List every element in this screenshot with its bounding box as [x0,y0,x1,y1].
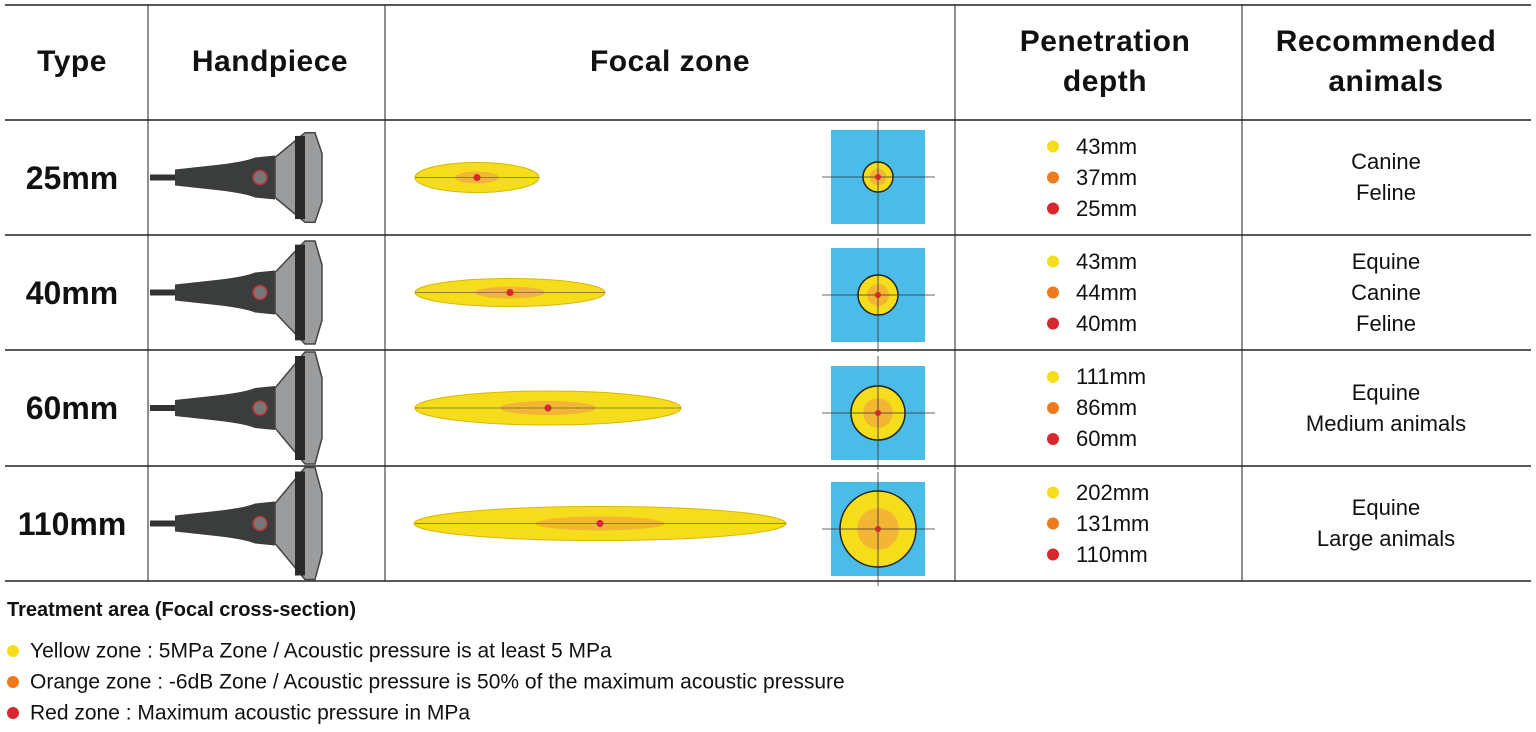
column-header: Type [37,45,107,78]
depth-dot [1047,371,1059,383]
depth-dot [1047,286,1059,299]
depth-value: 60mm [1076,426,1138,451]
cross-red [875,292,881,298]
depth-value: 131mm [1076,510,1150,536]
legend-item: Yellow zone : 5MPa Zone / Acoustic press… [30,639,612,663]
type-cell: 60mm [25,390,119,426]
handpiece-ring [295,135,305,220]
depth-value: 111mm [1076,364,1147,389]
animal: Large animals [1316,526,1456,551]
cross-red [875,410,881,416]
depth-dot [1047,517,1059,530]
depth-dot [1047,255,1059,268]
depth-value: 43mm [1076,248,1138,274]
column-header: Penetration depth [1019,25,1191,98]
depth-dot [1047,317,1059,330]
depth-dot [1047,171,1059,184]
type-cell: 25mm [25,159,119,196]
cross-red [875,526,881,532]
legend-item: Orange zone : -6dB Zone / Acoustic press… [30,670,845,694]
animal: Feline [1356,310,1416,336]
animal: Medium animals [1305,410,1467,436]
depth-dot [1047,202,1059,215]
handpiece-ring [295,244,305,341]
depth-dot [1047,140,1059,153]
handpiece-button [252,515,268,532]
animal: Canine [1351,149,1421,174]
handpiece-button [252,400,268,416]
legend-dot [7,707,19,719]
depth-value: 43mm [1076,133,1138,159]
handpiece-button [252,284,268,301]
column-header: Focal zone [589,45,751,78]
legend-dot [7,645,19,657]
focal-red [506,289,514,296]
animal: Canine [1351,279,1421,305]
type-cell: 40mm [25,274,119,311]
depth-value: 25mm [1076,195,1138,221]
focal-red [473,174,481,181]
depth-value: 40mm [1076,310,1138,336]
legend-dot [7,676,19,688]
depth-value: 86mm [1076,395,1138,420]
depth-value: 110mm [1076,541,1148,567]
depth-dot [1047,433,1059,445]
handpiece-button [252,169,268,186]
cross-red [875,174,881,180]
animal: Equine [1351,495,1421,520]
animal: Equine [1351,248,1421,274]
focal-red [596,520,604,527]
depth-value: 202mm [1076,479,1150,505]
type-cell: 110mm [17,505,127,542]
depth-value: 44mm [1076,279,1138,305]
handpiece-grip [175,501,275,546]
depth-dot [1047,548,1059,561]
legend-item: Red zone : Maximum acoustic pressure in … [30,701,471,725]
depth-dot [1047,486,1059,499]
legend-title: Treatment area (Focal cross-section) [7,599,357,621]
handpiece-ring [295,356,305,460]
focal-red [544,404,552,412]
depth-value: 37mm [1076,164,1138,190]
handpiece-grip [175,270,275,315]
animal: Equine [1351,379,1421,405]
handpiece-ring [295,471,305,576]
column-header: Handpiece [191,45,349,78]
depth-dot [1047,402,1059,414]
animal: Feline [1356,180,1416,205]
handpiece-grip [175,386,275,430]
handpiece-grip [175,155,275,200]
column-header: Recommended animals [1275,25,1497,98]
